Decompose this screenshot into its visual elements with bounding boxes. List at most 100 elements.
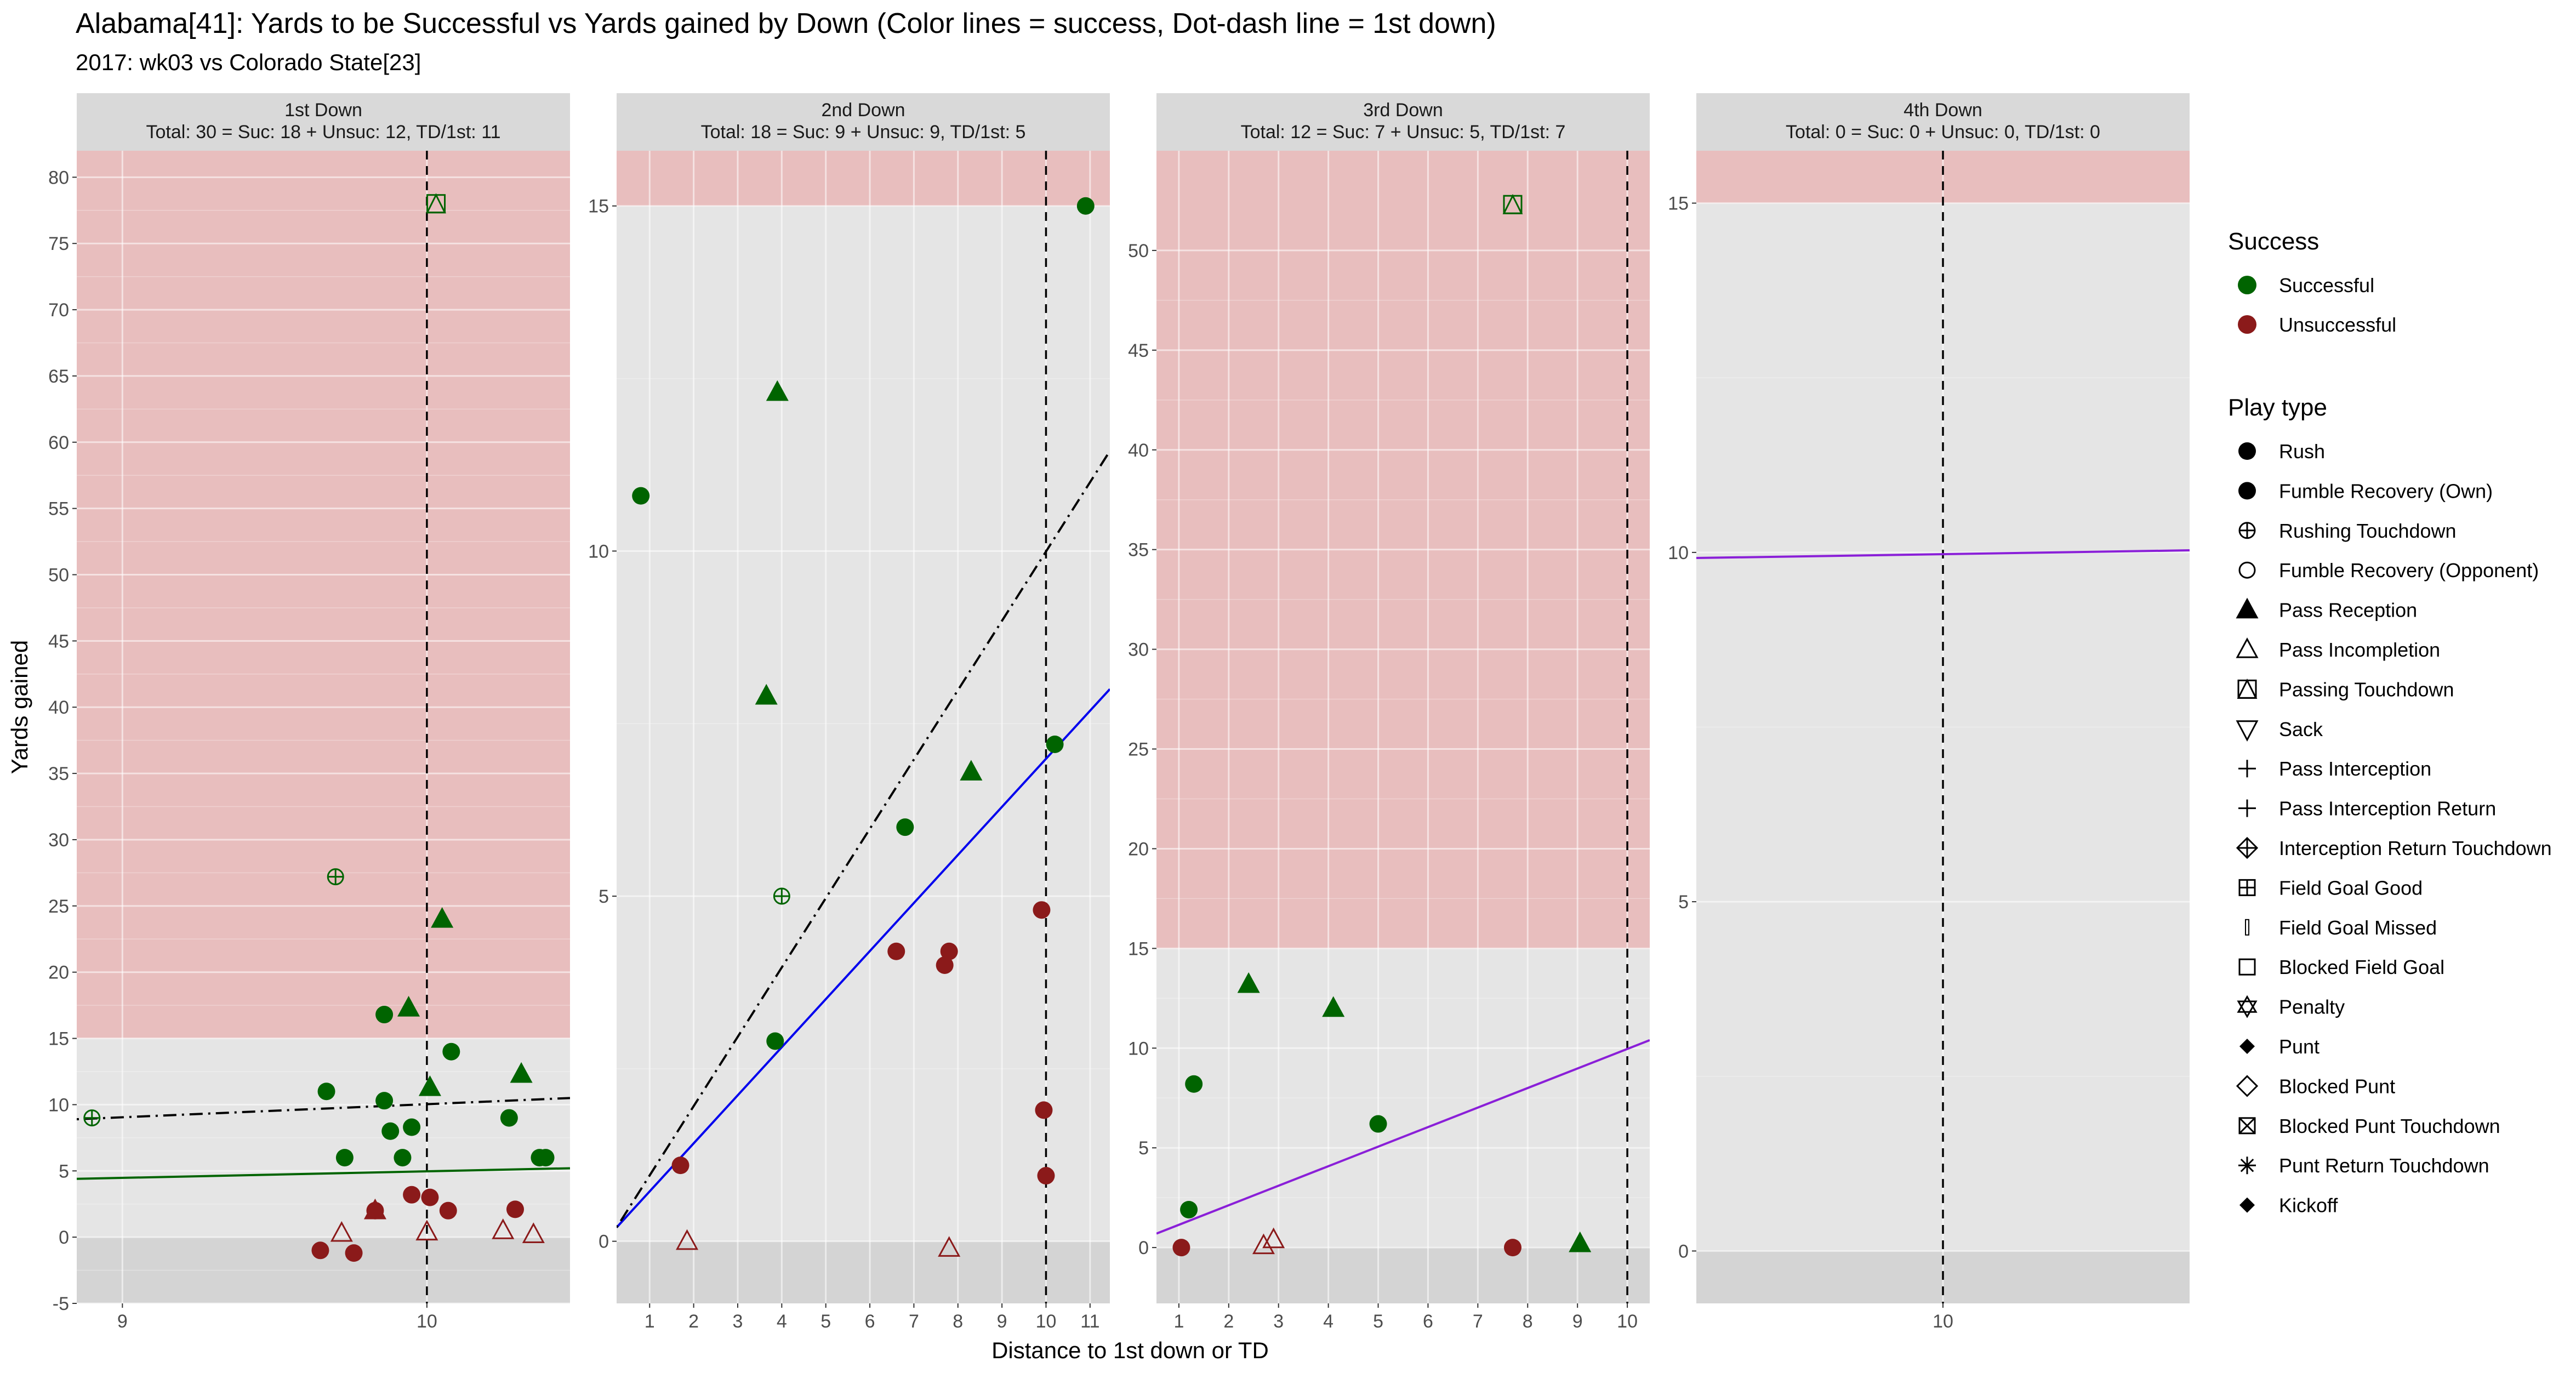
legend-item-unsuccessful: Unsuccessful xyxy=(2238,314,2396,336)
legend-shape xyxy=(2245,919,2249,936)
x-tick-label: 6 xyxy=(1423,1311,1433,1332)
data-point-unsuccessful xyxy=(363,1198,386,1220)
y-tick-label: 25 xyxy=(48,896,69,917)
legend-playtype-item: Kickoff xyxy=(2239,1194,2338,1217)
legend-item-successful: Successful xyxy=(2238,274,2374,297)
data-point-unsuccessful xyxy=(330,1221,353,1242)
facet-strip-title: 1st Down xyxy=(284,100,362,121)
legend-label: Rush xyxy=(2279,440,2325,463)
y-tick-label: -5 xyxy=(53,1294,69,1314)
y-tick-label: 20 xyxy=(48,962,69,983)
x-tick-label: 9 xyxy=(117,1311,128,1332)
data-point-successful xyxy=(317,1083,335,1101)
y-tick-label: 35 xyxy=(48,764,69,784)
x-tick-label: 6 xyxy=(865,1311,875,1332)
data-point-successful xyxy=(335,1149,354,1167)
data-point-successful xyxy=(1185,1075,1203,1093)
x-tick-label: 8 xyxy=(1523,1311,1533,1332)
data-point-successful xyxy=(1076,197,1095,215)
panel-plot-area xyxy=(1696,151,2190,1303)
facet-strip-totals: Total: 0 = Suc: 0 + Unsuc: 0, TD/1st: 0 xyxy=(1786,122,2100,143)
data-point-successful xyxy=(960,760,983,781)
data-point-unsuccessful xyxy=(887,942,905,960)
facet-strip xyxy=(617,93,1110,151)
y-tick-label: 20 xyxy=(1128,839,1149,859)
data-point-successful xyxy=(426,193,446,214)
legend-success-items: Successful Unsuccessful xyxy=(2238,274,2396,336)
negative-yards-region xyxy=(617,1241,1110,1303)
legend-playtype-item: Sack xyxy=(2236,718,2323,742)
data-point-unsuccessful xyxy=(415,1220,438,1241)
y-tick-label: 5 xyxy=(1678,892,1689,913)
negative-yards-region xyxy=(1156,1247,1650,1303)
legend: Success Successful Unsuccessful Play type… xyxy=(2228,228,2552,1217)
data-point-unsuccessful xyxy=(403,1186,421,1204)
facet-strip-title: 4th Down xyxy=(1903,100,1982,121)
legend-label: Punt Return Touchdown xyxy=(2279,1154,2489,1177)
data-point-unsuccessful xyxy=(1033,901,1051,919)
y-tick-label: 45 xyxy=(1128,340,1149,361)
x-tick-label: 5 xyxy=(820,1311,831,1332)
y-tick-label: 15 xyxy=(48,1029,69,1050)
chart-subtitle: 2017: wk03 vs Colorado State[23] xyxy=(76,49,421,75)
data-point-successful xyxy=(327,868,344,886)
legend-playtype-items: Rush Fumble Recovery (Own) Rushing Touchdo… xyxy=(2236,440,2552,1217)
legend-label: Rushing Touchdown xyxy=(2279,520,2457,542)
y-tick-label: 70 xyxy=(48,300,69,321)
legend-playtype-item: Blocked Punt Touchdown xyxy=(2238,1115,2500,1137)
data-point-unsuccessful xyxy=(421,1188,439,1206)
legend-shape xyxy=(2238,1117,2256,1135)
data-point-successful xyxy=(766,380,789,401)
legend-playtype-item: Fumble Recovery (Own) xyxy=(2238,480,2493,502)
y-tick-label: 40 xyxy=(48,697,69,718)
y-tick-label: 5 xyxy=(59,1161,69,1182)
y-tick-label: 5 xyxy=(1138,1138,1149,1159)
legend-playtype-item: Blocked Punt xyxy=(2236,1075,2395,1097)
legend-playtype-item: Punt xyxy=(2239,1035,2319,1058)
legend-label: Penalty xyxy=(2279,996,2345,1018)
legend-swatch xyxy=(2238,315,2256,334)
legend-playtype-item: Rush xyxy=(2238,440,2325,463)
red-zone-region xyxy=(617,151,1110,206)
legend-playtype-item: Pass Interception xyxy=(2238,757,2431,780)
legend-success-title: Success xyxy=(2228,228,2319,255)
legend-label: Blocked Punt xyxy=(2279,1075,2395,1097)
legend-shape xyxy=(2238,879,2256,896)
legend-label: Sack xyxy=(2279,718,2323,740)
data-point-unsuccessful xyxy=(311,1241,329,1260)
data-point-unsuccessful xyxy=(492,1218,515,1239)
legend-playtype-item: Pass Reception xyxy=(2236,597,2417,622)
legend-shape xyxy=(2236,1075,2259,1097)
y-tick-label: 55 xyxy=(48,499,69,520)
legend-swatch xyxy=(2238,276,2256,294)
facet-strip-totals: Total: 30 = Suc: 18 + Unsuc: 12, TD/1st:… xyxy=(146,122,501,143)
data-point-successful xyxy=(896,818,914,836)
legend-shape xyxy=(2238,482,2256,500)
legend-playtype-item: Pass Incompletion xyxy=(2236,637,2440,661)
legend-playtype-title: Play type xyxy=(2228,394,2327,421)
y-tick-label: 30 xyxy=(48,830,69,851)
legend-shape xyxy=(2239,1197,2255,1213)
legend-label: Unsuccessful xyxy=(2279,314,2396,336)
data-point-successful xyxy=(1237,972,1260,993)
data-point-unsuccessful xyxy=(439,1201,457,1220)
x-tick-label: 10 xyxy=(1933,1311,1953,1332)
data-point-successful xyxy=(773,887,790,905)
success-trend-line xyxy=(1156,1039,1650,1235)
y-tick-label: 15 xyxy=(1668,193,1689,214)
data-point-successful xyxy=(375,1092,394,1110)
data-point-successful xyxy=(1369,1115,1387,1133)
legend-label: Interception Return Touchdown xyxy=(2279,837,2552,859)
data-point-successful xyxy=(403,1118,421,1136)
legend-shape xyxy=(2236,836,2259,859)
legend-label: Fumble Recovery (Own) xyxy=(2279,480,2493,502)
y-tick-label: 45 xyxy=(48,631,69,652)
legend-playtype-item: Pass Interception Return xyxy=(2238,797,2496,820)
y-tick-label: 60 xyxy=(48,432,69,453)
legend-playtype-item: Interception Return Touchdown xyxy=(2236,836,2552,859)
panel-plot-area xyxy=(617,151,1110,1303)
